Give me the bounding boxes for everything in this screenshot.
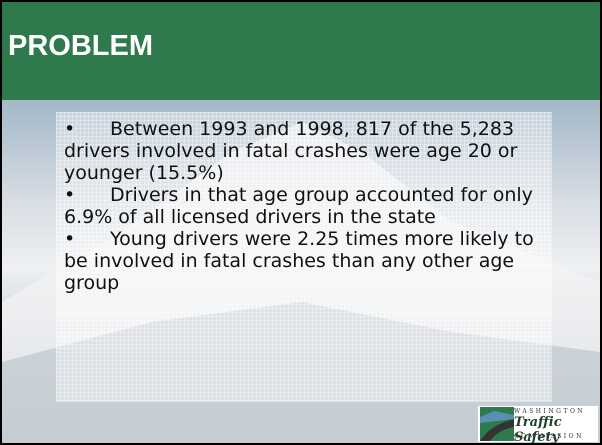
header-band: PROBLEM [2,2,600,100]
bullet-dot: • [64,118,110,140]
logo-icon [480,407,514,441]
bullet-item: •Between 1993 and 1998, 817 of the 5,283… [64,118,550,184]
logo: WASHINGTON Traffic Safety COMMISSION [478,406,598,442]
logo-top: WASHINGTON [514,408,585,415]
bullet-item: •Drivers in that age group accounted for… [64,184,550,228]
bullet-list: •Between 1993 and 1998, 817 of the 5,283… [64,118,550,294]
bullet-text: Drivers in that age group accounted for … [64,184,533,228]
bullet-text: Between 1993 and 1998, 817 of the 5,283 … [64,118,517,184]
slide-title: PROBLEM [8,30,153,63]
slide: PROBLEM •Between 1993 and 1998, 817 of t… [0,0,602,445]
bullet-dot: • [64,184,110,206]
bullet-dot: • [64,228,110,250]
logo-name: Traffic Safety [514,415,598,445]
bullet-text: Young drivers were 2.25 times more likel… [64,228,534,294]
bullet-item: •Young drivers were 2.25 times more like… [64,228,550,294]
logo-bottom: COMMISSION [514,433,584,440]
